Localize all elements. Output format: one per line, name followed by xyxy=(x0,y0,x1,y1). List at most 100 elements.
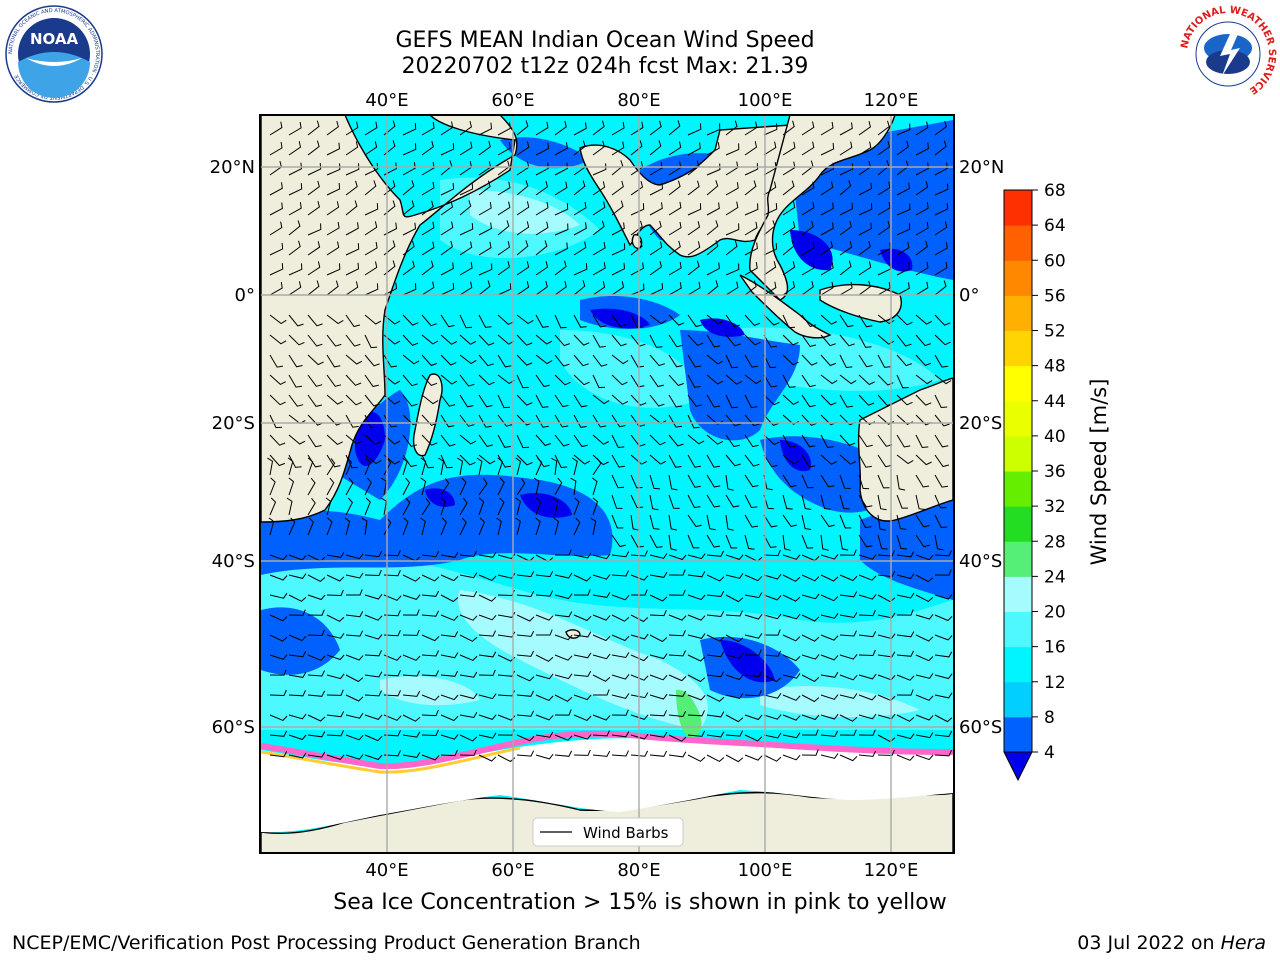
wind-barb xyxy=(934,614,953,622)
wind-barb xyxy=(896,592,915,599)
wind-barb xyxy=(858,240,871,256)
wind-barb xyxy=(459,334,477,345)
wind-barb xyxy=(345,180,358,196)
wind-barb xyxy=(364,283,379,296)
wind-barb xyxy=(459,591,478,598)
wind-barb xyxy=(782,141,796,156)
wind-barb xyxy=(440,282,455,296)
wind-barb xyxy=(307,477,316,496)
wind-barb xyxy=(611,594,630,601)
wind-barb xyxy=(649,553,668,559)
wind-barb xyxy=(288,554,307,561)
wind-barb xyxy=(915,334,931,347)
wind-barb xyxy=(763,534,777,548)
wind-barb xyxy=(801,434,816,448)
wind-barb xyxy=(630,750,649,757)
wind-barb xyxy=(649,634,668,643)
wind-barb xyxy=(364,734,383,742)
wind-barb xyxy=(364,394,380,407)
wind-barb xyxy=(402,517,409,536)
wind-barb xyxy=(345,222,359,236)
wind-barb xyxy=(288,434,306,445)
wind-barb xyxy=(820,753,839,759)
colorbar-segment xyxy=(1004,435,1032,472)
wind-barb xyxy=(668,710,687,718)
lon-label-bottom: 120°E xyxy=(864,860,919,881)
wind-barb xyxy=(478,693,497,700)
wind-barb xyxy=(554,414,569,428)
wind-barb xyxy=(269,454,286,467)
wind-barb xyxy=(440,454,453,469)
wind-barb xyxy=(744,690,762,697)
wind-barb xyxy=(269,669,287,676)
colorbar-segment xyxy=(1004,716,1032,753)
wind-barb xyxy=(307,314,323,327)
wind-barb xyxy=(554,572,573,579)
wind-barb xyxy=(421,374,438,386)
wind-barb xyxy=(535,180,548,196)
wind-barb xyxy=(288,713,307,720)
wind-barb xyxy=(839,202,854,216)
wind-barb xyxy=(915,714,934,721)
wind-barb xyxy=(421,200,434,216)
wind-barb xyxy=(668,201,682,216)
wind-barb xyxy=(820,202,834,216)
lat-label-left: 20°N xyxy=(210,157,255,178)
wind-barb xyxy=(725,573,744,579)
footer-machine: Hera xyxy=(1220,932,1266,954)
wind-barb xyxy=(801,593,820,600)
wind-barbs-legend: Wind Barbs xyxy=(532,817,684,847)
wind-barb xyxy=(877,140,890,156)
wind-barb xyxy=(573,263,588,276)
wind-barb xyxy=(440,749,458,757)
colorbar-tick-label: 28 xyxy=(1044,532,1066,552)
wind-barb xyxy=(763,674,782,683)
wind-barb xyxy=(364,671,383,678)
wind-barb xyxy=(782,654,801,662)
wind-barb xyxy=(763,354,777,369)
wind-barb xyxy=(687,354,702,368)
wind-barb xyxy=(364,261,378,276)
wind-barbs xyxy=(267,120,953,763)
wind-barb xyxy=(744,374,762,385)
wind-barb xyxy=(801,454,816,468)
wind-barb xyxy=(668,394,683,408)
wind-barb xyxy=(896,733,915,740)
wind-barb xyxy=(307,629,325,637)
wind-barb xyxy=(820,394,837,406)
wind-barb xyxy=(592,181,606,196)
wind-band-strong xyxy=(380,190,920,730)
wind-barb xyxy=(782,354,799,366)
wind-barb xyxy=(288,573,307,579)
wind-barb xyxy=(877,282,891,296)
wind-barb xyxy=(459,200,472,216)
wind-barb xyxy=(611,334,627,347)
wind-barb xyxy=(611,673,630,680)
wind-barb xyxy=(687,633,706,639)
wind-barb xyxy=(630,633,649,640)
wind-barb xyxy=(459,281,473,296)
wind-barb xyxy=(478,122,493,136)
colorbar-tick-label: 16 xyxy=(1044,638,1066,658)
wind-barb xyxy=(611,474,625,489)
colorbar-tick-label: 36 xyxy=(1044,462,1066,482)
wind-barb xyxy=(478,497,485,516)
wind-barb xyxy=(858,649,876,657)
wind-barb xyxy=(440,652,459,659)
wind-barb xyxy=(782,261,796,276)
wind-barb xyxy=(364,354,380,367)
wind-barb xyxy=(345,141,359,156)
wind-barb xyxy=(592,394,610,405)
wind-barb xyxy=(725,634,744,643)
colorbar-tick-label: 4 xyxy=(1044,743,1055,763)
wind-barb xyxy=(763,314,780,326)
wind-barb xyxy=(326,280,339,296)
wind-barb xyxy=(516,354,533,366)
wind-barb xyxy=(421,122,435,136)
wind-barb xyxy=(630,494,644,509)
wind-barb xyxy=(725,201,739,216)
wind-barb xyxy=(288,734,307,741)
wind-barb xyxy=(402,162,416,176)
wind-barb xyxy=(459,141,473,156)
